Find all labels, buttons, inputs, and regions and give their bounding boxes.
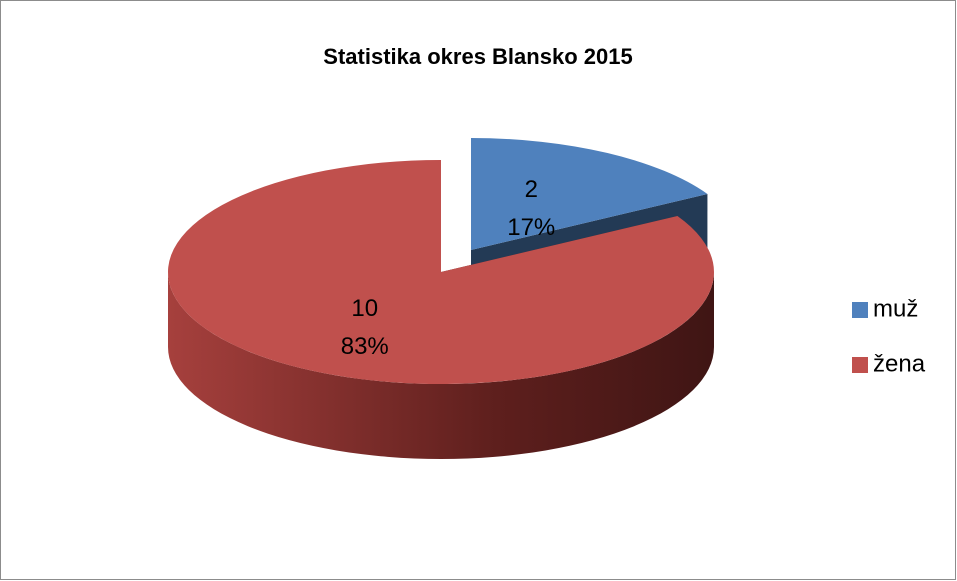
slice-side [168,272,714,459]
data-label: 10 [351,295,378,322]
legend-label: muž [873,295,918,322]
data-label: 2 [525,176,538,203]
legend-swatch [852,302,868,318]
data-label-percent: 83% [341,333,389,360]
pie-slice [168,160,714,384]
legend-label: žena [873,350,926,377]
data-label-percent: 17% [507,214,555,241]
chart-title: Statistika okres Blansko 2015 [323,44,632,69]
legend-swatch [852,357,868,373]
pie-slice [471,138,708,250]
